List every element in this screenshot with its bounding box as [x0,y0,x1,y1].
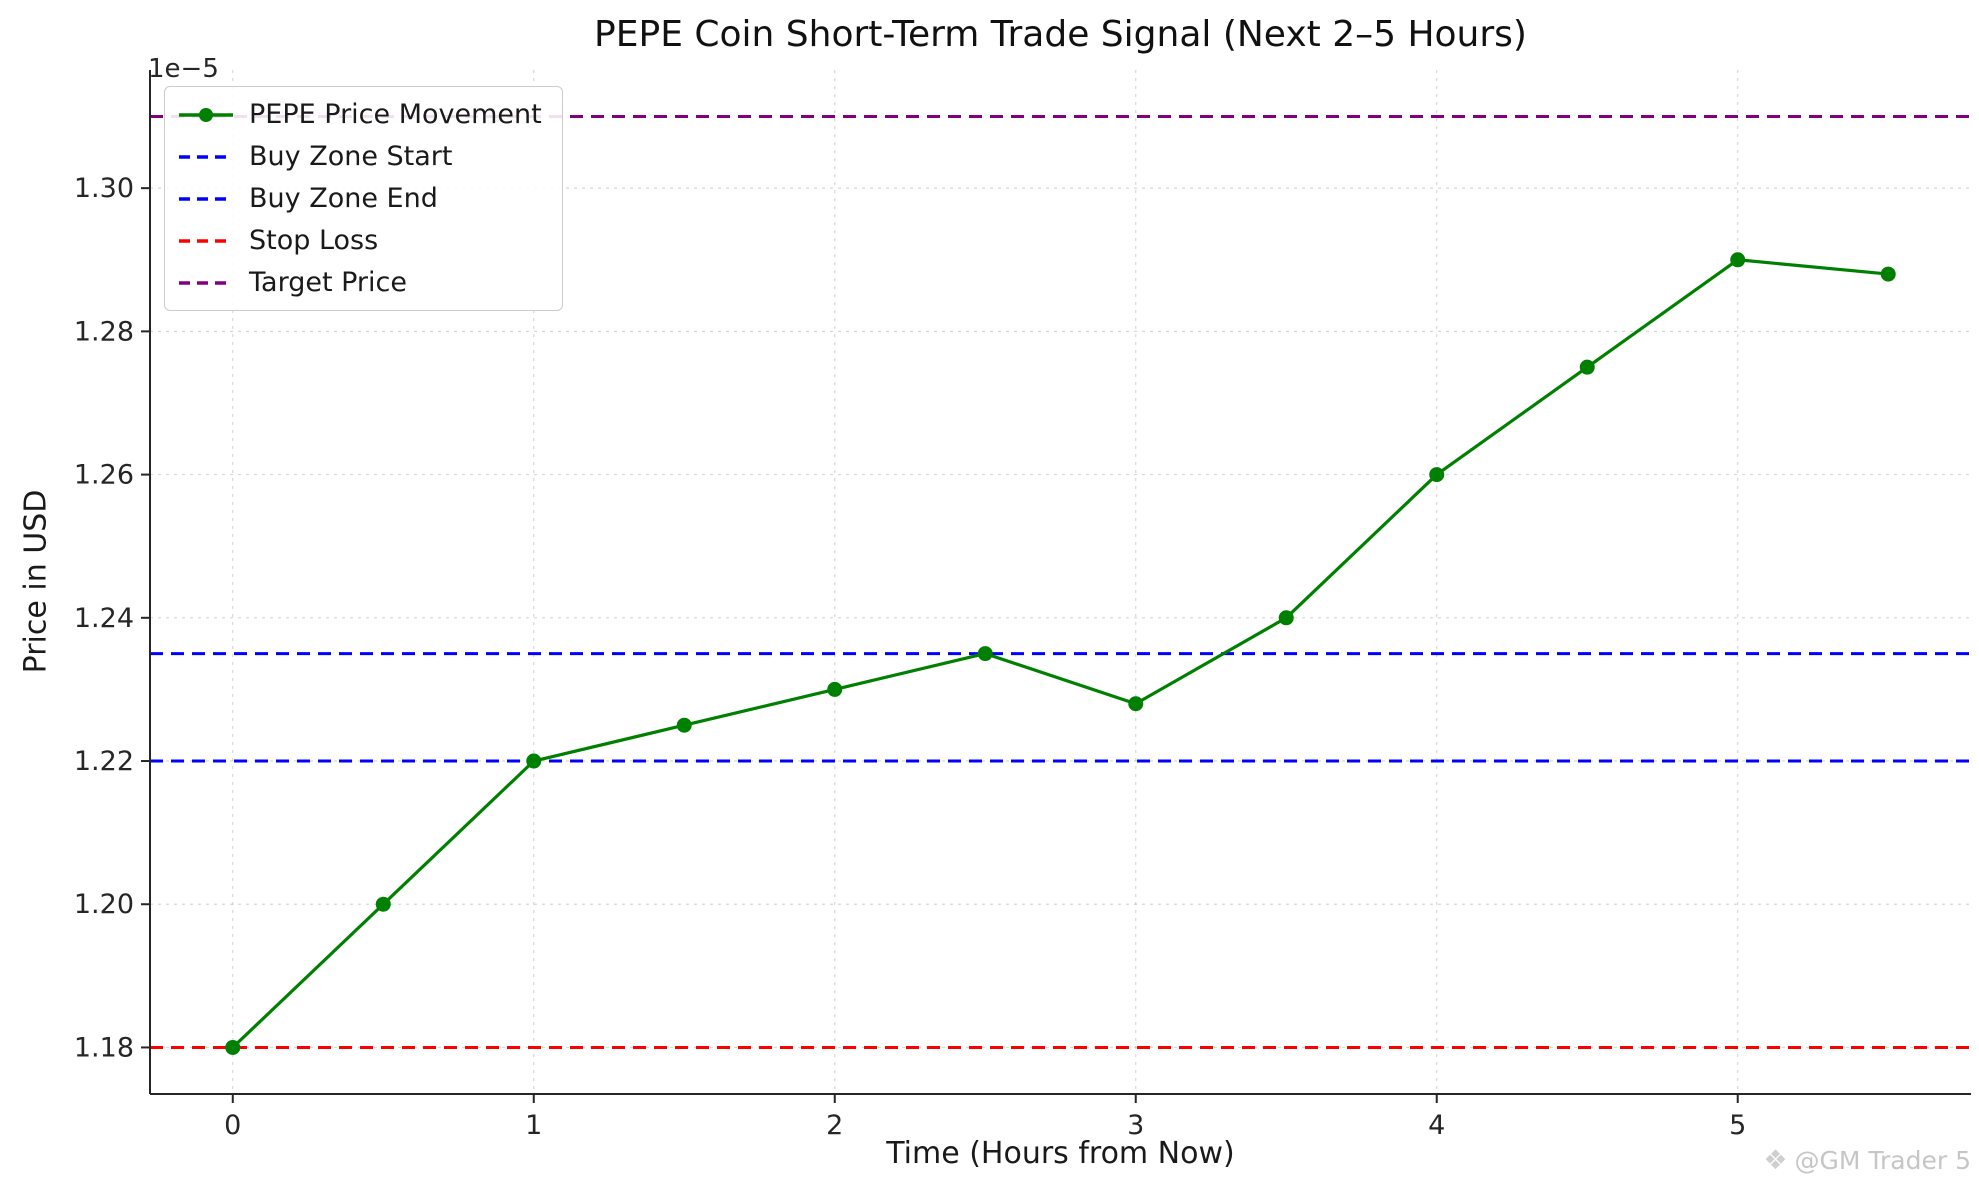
legend-line-sample-icon [179,238,233,243]
data-point-marker [676,717,692,733]
y-tick-label: 1.24 [74,603,134,634]
x-tick-label: 3 [1127,1110,1144,1141]
legend-line-sample-icon [179,107,233,122]
x-tick-label: 0 [224,1110,241,1141]
data-point-marker [225,1039,241,1055]
legend-item-label: Buy Zone Start [249,141,453,172]
data-point-marker [977,646,993,662]
y-axis-label: Price in USD [18,489,54,674]
data-point-marker [1278,610,1294,626]
legend-item: Target Price [177,265,542,300]
chart-title: PEPE Coin Short-Term Trade Signal (Next … [594,14,1527,55]
data-point-marker [827,681,843,697]
watermark-text: @GM Trader 5 [1794,1146,1971,1175]
legend-item-label: Target Price [249,267,407,298]
legend-item: Stop Loss [177,223,542,258]
x-tick-label: 2 [826,1110,843,1141]
series-line [231,258,1890,1050]
x-tick-label: 5 [1729,1110,1746,1141]
y-tick-label: 1.22 [74,746,134,777]
watermark-diamond-icon: ❖ [1763,1145,1788,1176]
y-tick-label: 1.18 [74,1032,134,1063]
legend-line-sample-icon [179,196,233,201]
x-tick-label: 1 [525,1110,542,1141]
data-point-marker [1429,467,1445,483]
data-point-marker [1880,266,1896,282]
data-point-marker [1128,696,1144,712]
legend: PEPE Price Movement Buy Zone Start Buy Z… [164,86,563,311]
legend-item: PEPE Price Movement [177,97,542,132]
legend-item-label: Stop Loss [249,225,379,256]
x-axis-label: Time (Hours from Now) [886,1136,1235,1171]
y-axis-offset-label: 1e−5 [148,54,219,84]
legend-line-sample-icon [179,280,233,285]
watermark: ❖ @GM Trader 5 [1763,1145,1971,1176]
y-tick-label: 1.28 [74,316,134,347]
legend-item: Buy Zone Start [177,139,542,174]
legend-item-label: Buy Zone End [249,183,438,214]
data-point-marker [1730,252,1746,268]
data-point-marker [1579,359,1595,375]
x-tick-label: 4 [1428,1110,1445,1141]
y-tick-label: 1.20 [74,889,134,920]
y-tick-label: 1.30 [74,173,134,204]
data-point-marker [375,896,391,912]
legend-item-label: PEPE Price Movement [249,99,542,130]
legend-item: Buy Zone End [177,181,542,216]
legend-sample-marker [199,107,213,122]
y-tick-label: 1.26 [74,460,134,491]
legend-line-sample-icon [179,154,233,159]
data-point-marker [526,753,542,769]
